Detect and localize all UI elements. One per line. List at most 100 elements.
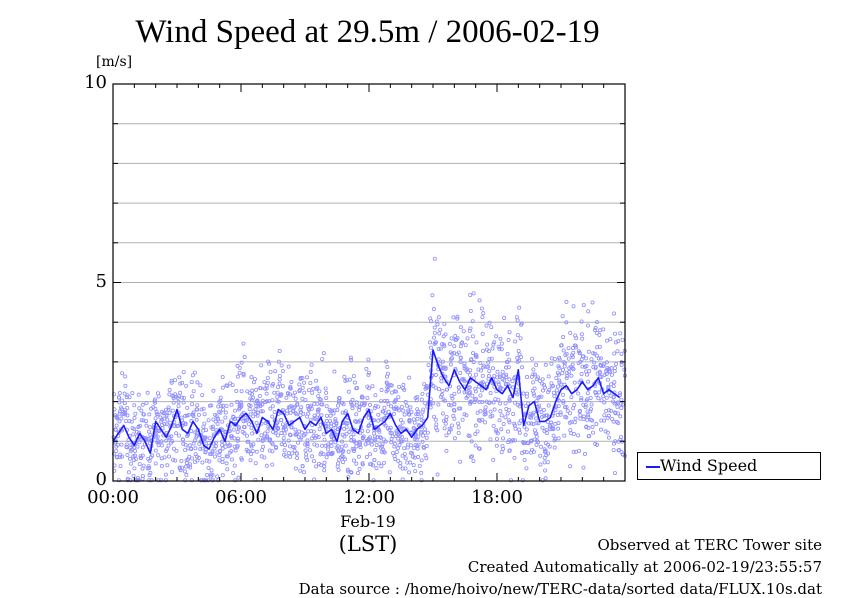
data-point <box>438 346 443 351</box>
data-point <box>315 443 320 448</box>
data-point <box>542 456 547 461</box>
data-point <box>451 315 456 320</box>
data-point <box>189 379 194 384</box>
data-point <box>472 400 477 405</box>
data-point <box>474 372 479 377</box>
data-point <box>538 462 543 467</box>
data-point <box>253 407 258 412</box>
data-point <box>385 365 390 370</box>
legend: Wind Speed <box>637 452 821 480</box>
data-point <box>439 379 444 384</box>
data-point <box>140 445 145 450</box>
data-point <box>534 399 539 404</box>
data-point <box>536 403 541 408</box>
data-point <box>453 334 458 339</box>
data-point <box>439 392 444 397</box>
data-point <box>568 428 573 433</box>
data-point <box>186 412 191 417</box>
data-point <box>444 414 449 419</box>
data-point <box>333 417 338 422</box>
data-point <box>361 401 366 406</box>
data-point <box>293 427 298 432</box>
data-point <box>570 366 575 371</box>
data-point <box>199 407 204 412</box>
data-point <box>311 429 316 434</box>
data-point <box>241 410 246 415</box>
data-point <box>404 403 409 408</box>
data-point <box>570 353 575 358</box>
data-point <box>213 441 218 446</box>
data-point <box>326 442 331 447</box>
data-point <box>146 429 151 434</box>
data-point <box>511 411 516 416</box>
data-point <box>317 396 322 401</box>
data-point <box>220 446 225 451</box>
data-point <box>140 473 145 478</box>
data-point <box>579 319 584 324</box>
data-point <box>273 369 278 374</box>
data-point <box>603 429 608 434</box>
data-point <box>115 442 120 447</box>
data-point <box>303 397 308 402</box>
data-point <box>488 437 493 442</box>
data-point <box>235 374 240 379</box>
data-point <box>593 366 598 371</box>
data-point <box>348 355 353 360</box>
data-point <box>292 390 297 395</box>
data-point <box>111 451 116 456</box>
data-point <box>484 323 489 328</box>
data-point <box>272 390 277 395</box>
data-point <box>462 412 467 417</box>
data-point <box>201 406 206 411</box>
data-point <box>183 413 188 418</box>
data-point <box>571 304 576 309</box>
data-point <box>531 449 536 454</box>
data-point <box>298 408 303 413</box>
data-point <box>415 412 420 417</box>
data-point <box>403 466 408 471</box>
data-point <box>497 373 502 378</box>
data-point <box>341 402 346 407</box>
data-point <box>582 452 587 457</box>
data-point <box>303 442 308 447</box>
data-point <box>134 429 139 434</box>
data-point <box>137 440 142 445</box>
data-point <box>376 404 381 409</box>
data-point <box>322 460 327 465</box>
data-point <box>481 311 486 316</box>
data-point <box>125 478 130 483</box>
data-point <box>421 445 426 450</box>
data-point <box>259 363 264 368</box>
data-point <box>462 361 467 366</box>
data-point <box>130 391 135 396</box>
x-tick-label: 18:00 <box>471 487 523 508</box>
data-point <box>456 350 461 355</box>
data-point <box>496 380 501 385</box>
data-point <box>589 357 594 362</box>
data-point <box>191 389 196 394</box>
data-point <box>468 455 473 460</box>
data-point <box>117 400 122 405</box>
data-point <box>507 418 512 423</box>
data-point <box>468 368 473 373</box>
data-point <box>259 409 264 414</box>
data-point <box>247 407 252 412</box>
data-point <box>258 403 263 408</box>
data-point <box>248 412 253 417</box>
data-point <box>466 433 471 438</box>
data-point <box>251 442 256 447</box>
data-point <box>230 383 235 388</box>
data-point <box>140 434 145 439</box>
data-point <box>618 331 623 336</box>
data-point <box>460 340 465 345</box>
data-point <box>513 339 518 344</box>
data-point <box>618 414 623 419</box>
data-point <box>605 338 610 343</box>
data-point <box>265 380 270 385</box>
data-point <box>513 426 518 431</box>
data-point <box>178 381 183 386</box>
data-point <box>448 362 453 367</box>
data-point <box>172 423 177 428</box>
data-point <box>564 370 569 375</box>
data-point <box>430 293 435 298</box>
